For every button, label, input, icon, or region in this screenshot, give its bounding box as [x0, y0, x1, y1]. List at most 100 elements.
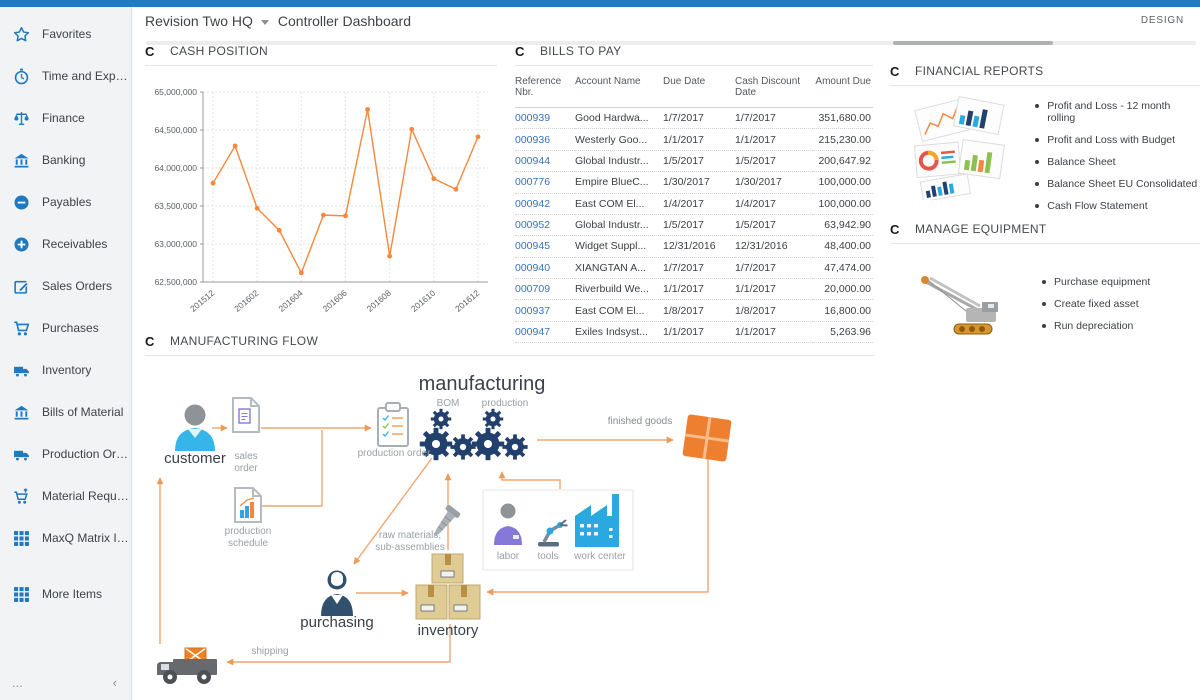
sidebar-item-inventory[interactable]: Inventory	[0, 349, 131, 391]
sidebar-item-more-items[interactable]: More Items	[0, 573, 131, 615]
panel-title: MANAGE EQUIPMENT	[915, 222, 1047, 236]
flow-label-finished-goods: finished goods	[607, 416, 673, 427]
sidebar-item-favorites[interactable]: Favorites	[0, 13, 131, 55]
equipment-link[interactable]: Purchase equipment	[1042, 276, 1150, 298]
sidebar-item-label: Favorites	[42, 27, 92, 41]
sidebar-item-receivables[interactable]: Receivables	[0, 223, 131, 265]
cell: 1/1/2017	[663, 321, 735, 344]
manufacturing-flow-diagram: manufacturing BOM production customer sa…	[145, 358, 875, 700]
page-header: Revision Two HQ Controller Dashboard DES…	[132, 7, 1200, 35]
grid-icon	[13, 529, 32, 547]
cell: 351,680.00	[813, 107, 873, 130]
column-header-account-name[interactable]: Account Name	[575, 72, 663, 108]
table-row[interactable]: 000947 Exiles Indsyst... 1/1/2017 1/1/2017 5…	[515, 321, 873, 344]
refresh-icon[interactable]	[145, 45, 161, 58]
reference-link[interactable]: 000952	[515, 214, 575, 237]
table-row[interactable]: 000709 Riverbuild We... 1/1/2017 1/1/2017 20…	[515, 278, 873, 301]
table-row[interactable]: 000939 Good Hardwa... 1/7/2017 1/7/2017 351,…	[515, 107, 873, 130]
sidebar-item-bills-of-material[interactable]: Bills of Material	[0, 391, 131, 433]
sidebar-item-payables[interactable]: Payables	[0, 181, 131, 223]
grid-icon	[13, 585, 32, 603]
cell: Westerly Goo...	[575, 128, 663, 151]
report-link[interactable]: Balance Sheet	[1035, 156, 1200, 178]
flow-label-production-order: production order	[357, 448, 431, 459]
refresh-icon[interactable]	[145, 335, 161, 348]
reference-link[interactable]: 000776	[515, 171, 575, 194]
reference-link[interactable]: 000939	[515, 107, 575, 130]
finished-goods-icon	[682, 414, 732, 462]
table-row[interactable]: 000936 Westerly Goo... 1/1/2017 1/1/2017 215…	[515, 128, 873, 151]
reference-link[interactable]: 000947	[515, 321, 575, 344]
sidebar-item-finance[interactable]: Finance	[0, 97, 131, 139]
report-link[interactable]: Profit and Loss - 12 month rolling	[1035, 100, 1200, 134]
table-row[interactable]: 000776 Empire BlueC... 1/30/2017 1/30/2017 1…	[515, 171, 873, 194]
equipment-link[interactable]: Create fixed asset	[1042, 298, 1150, 320]
sidebar-item-production-orders[interactable]: Production Orders	[0, 433, 131, 475]
cell: XIANGTAN A...	[575, 257, 663, 280]
reference-link[interactable]: 000937	[515, 299, 575, 322]
report-link[interactable]: Cash Flow Statement	[1035, 200, 1200, 222]
cell: Empire BlueC...	[575, 171, 663, 194]
equipment-link[interactable]: Run depreciation	[1042, 320, 1150, 342]
bills-to-pay-panel: BILLS TO PAY Reference Nbr.Account NameD…	[515, 44, 873, 344]
sidebar-collapse-button[interactable]: ‹	[112, 675, 117, 690]
reference-link[interactable]: 000942	[515, 193, 575, 215]
refresh-icon[interactable]	[890, 65, 906, 78]
column-header-amount-due[interactable]: Amount Due	[813, 72, 873, 108]
company-selector[interactable]: Revision Two HQ	[145, 13, 253, 29]
cell: 1/1/2017	[735, 321, 813, 344]
cash-position-chart[interactable]: 62,500,000 63,000,000 63,500,000 64,000,000…	[145, 78, 497, 330]
reference-link[interactable]: 000945	[515, 235, 575, 258]
column-header-due-date[interactable]: Due Date	[663, 72, 735, 108]
star-icon	[13, 25, 32, 43]
panel-title: MANUFACTURING FLOW	[170, 334, 319, 348]
column-header-reference-nbr[interactable]: Reference Nbr.	[515, 72, 575, 108]
table-row[interactable]: 000937 East COM El... 1/8/2017 1/8/2017 16,8…	[515, 299, 873, 322]
sidebar-more-options-button[interactable]: ...	[12, 675, 23, 690]
sidebar-item-label: Time and Expenses	[42, 69, 131, 83]
shipping-truck-icon	[157, 647, 217, 684]
reference-link[interactable]: 000709	[515, 278, 575, 301]
design-button[interactable]: DESIGN	[1140, 15, 1184, 26]
refresh-icon[interactable]	[515, 45, 531, 58]
report-link[interactable]: Balance Sheet EU Consolidated	[1035, 178, 1200, 200]
scrollbar-thumb[interactable]	[893, 41, 1053, 45]
sidebar-item-material-requirem[interactable]: Material Requirem...	[0, 475, 131, 517]
panel-title: BILLS TO PAY	[540, 44, 622, 58]
sidebar-item-banking[interactable]: Banking	[0, 139, 131, 181]
cell: 1/7/2017	[663, 107, 735, 130]
reference-link[interactable]: 000944	[515, 150, 575, 173]
cell: 1/7/2017	[663, 257, 735, 280]
cell: Global Industr...	[575, 214, 663, 237]
svg-text:63,500,000: 63,500,000	[154, 201, 197, 211]
flow-label-raw-materials: raw materials, sub-assemblies	[375, 530, 445, 553]
column-header-cash-discount-date[interactable]: Cash Discount Date	[735, 72, 813, 108]
refresh-icon[interactable]	[890, 223, 906, 236]
report-link[interactable]: Profit and Loss with Budget	[1035, 134, 1200, 156]
sidebar-item-maxq-matrix-invent[interactable]: MaxQ Matrix Invent...	[0, 517, 131, 559]
flow-label-sales-order: sales order	[234, 451, 258, 474]
crane-illustration	[921, 276, 998, 335]
chevron-down-icon[interactable]	[260, 19, 269, 25]
flow-label-purchasing: purchasing	[300, 614, 374, 631]
sidebar-item-time-and-expenses[interactable]: Time and Expenses	[0, 55, 131, 97]
table-row[interactable]: 000945 Widget Suppl... 12/31/2016 12/31/201…	[515, 235, 873, 258]
table-row[interactable]: 000942 East COM El... 1/4/2017 1/4/2017 100,…	[515, 193, 873, 215]
bank-icon	[13, 151, 32, 169]
table-row[interactable]: 000940 XIANGTAN A... 1/7/2017 1/7/2017 47,47…	[515, 257, 873, 280]
cell: 1/5/2017	[663, 214, 735, 237]
table-row[interactable]: 000944 Global Industr... 1/5/2017 1/5/2017 2…	[515, 150, 873, 173]
table-row[interactable]: 000952 Global Industr... 1/5/2017 1/5/2017 6…	[515, 214, 873, 237]
financial-reports-links: Profit and Loss - 12 month rolling Profit…	[1007, 100, 1200, 222]
svg-text:62,500,000: 62,500,000	[154, 277, 197, 287]
sidebar-item-sales-orders[interactable]: Sales Orders	[0, 265, 131, 307]
sidebar-item-purchases[interactable]: Purchases	[0, 307, 131, 349]
cart-arrow-icon	[13, 487, 32, 505]
flow-label-inventory: inventory	[417, 622, 479, 639]
bills-table: Reference Nbr. Account Name Due Date Cash D…	[515, 72, 873, 344]
reference-link[interactable]: 000940	[515, 257, 575, 280]
reference-link[interactable]: 000936	[515, 128, 575, 151]
horizontal-scrollbar[interactable]	[146, 41, 1196, 45]
sidebar-item-label: Bills of Material	[42, 405, 124, 419]
cell: 1/1/2017	[735, 278, 813, 301]
